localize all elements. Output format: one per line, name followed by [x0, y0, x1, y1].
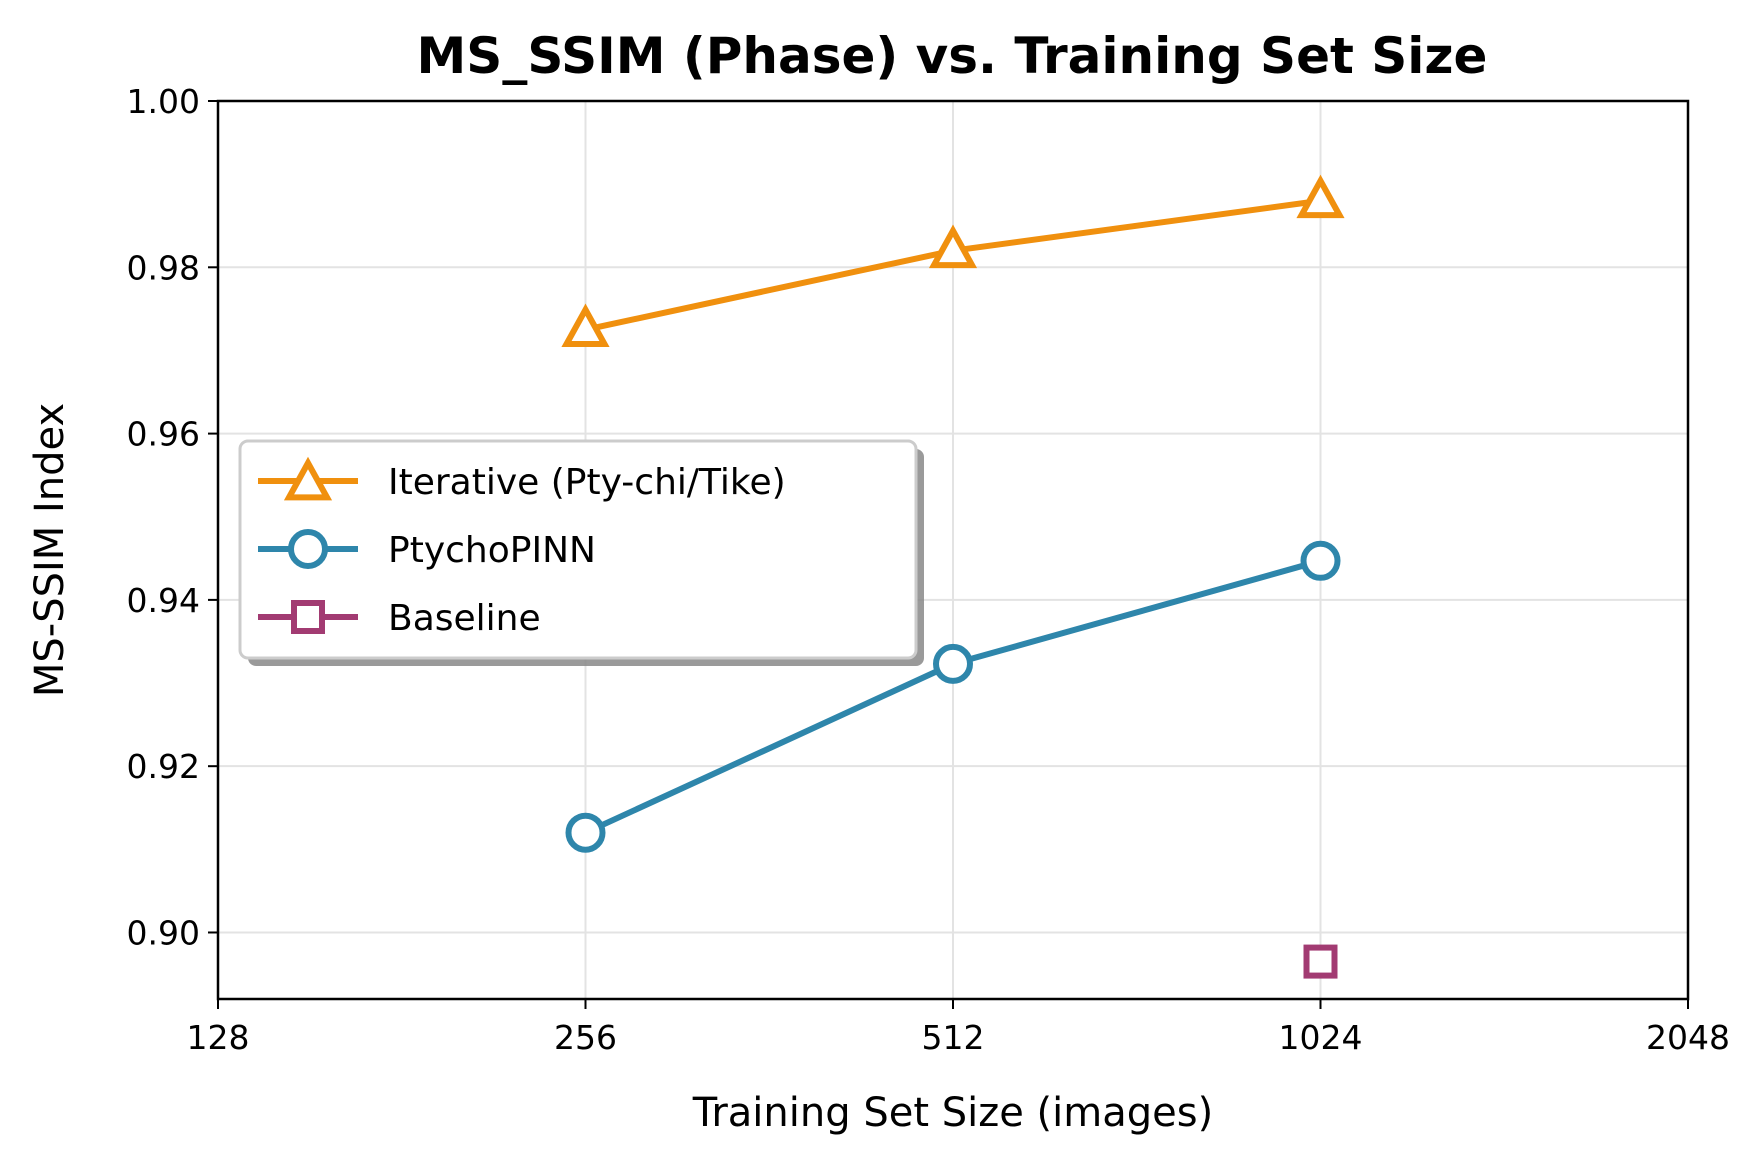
legend-marker	[288, 529, 328, 569]
x-tick-label: 512	[922, 1018, 985, 1057]
legend-label: Baseline	[388, 598, 541, 639]
y-tick-label: 0.94	[127, 581, 200, 620]
data-point	[1303, 944, 1338, 979]
y-tick-label: 0.92	[127, 747, 200, 786]
series-circle	[565, 540, 1341, 853]
x-tick-label: 256	[554, 1018, 617, 1057]
data-point	[561, 303, 610, 348]
chart-title: MS_SSIM (Phase) vs. Training Set Size	[417, 27, 1488, 85]
legend-marker	[291, 600, 325, 634]
legend-label: Iterative (Pty-chi/Tike)	[388, 462, 786, 503]
x-tick-label: 1024	[1279, 1018, 1363, 1057]
legend-item: PtychoPINN	[258, 529, 596, 571]
x-tick-label: 2048	[1646, 1018, 1730, 1057]
y-axis-label: MS-SSIM Index	[27, 403, 73, 697]
legend-item: Iterative (Pty-chi/Tike)	[258, 456, 786, 503]
series-triangle	[561, 174, 1345, 348]
y-tick-label: 0.98	[127, 248, 200, 287]
data-point	[565, 812, 606, 853]
legend: Iterative (Pty-chi/Tike) PtychoPINN Baseli…	[238, 439, 924, 666]
series-layer	[561, 174, 1345, 979]
tick-layer: 128 256 512 1024 2048 0.90 0.92 0.94 0.96 0.98 1.0…	[127, 82, 1730, 1057]
x-axis-label: Training Set Size (images)	[692, 1090, 1213, 1136]
legend-box	[238, 439, 918, 660]
legend-marker	[283, 456, 333, 501]
y-tick-label: 0.90	[127, 913, 200, 952]
data-point	[1296, 174, 1345, 219]
data-point	[933, 643, 973, 684]
data-point	[1300, 540, 1341, 581]
legend-item: Baseline	[258, 598, 541, 639]
x-tick-label: 128	[187, 1018, 250, 1057]
data-point	[928, 224, 978, 269]
y-tick-label: 0.96	[127, 415, 200, 454]
series-square	[1303, 944, 1338, 979]
y-tick-label: 1.00	[127, 82, 200, 121]
legend-label: PtychoPINN	[388, 530, 596, 571]
